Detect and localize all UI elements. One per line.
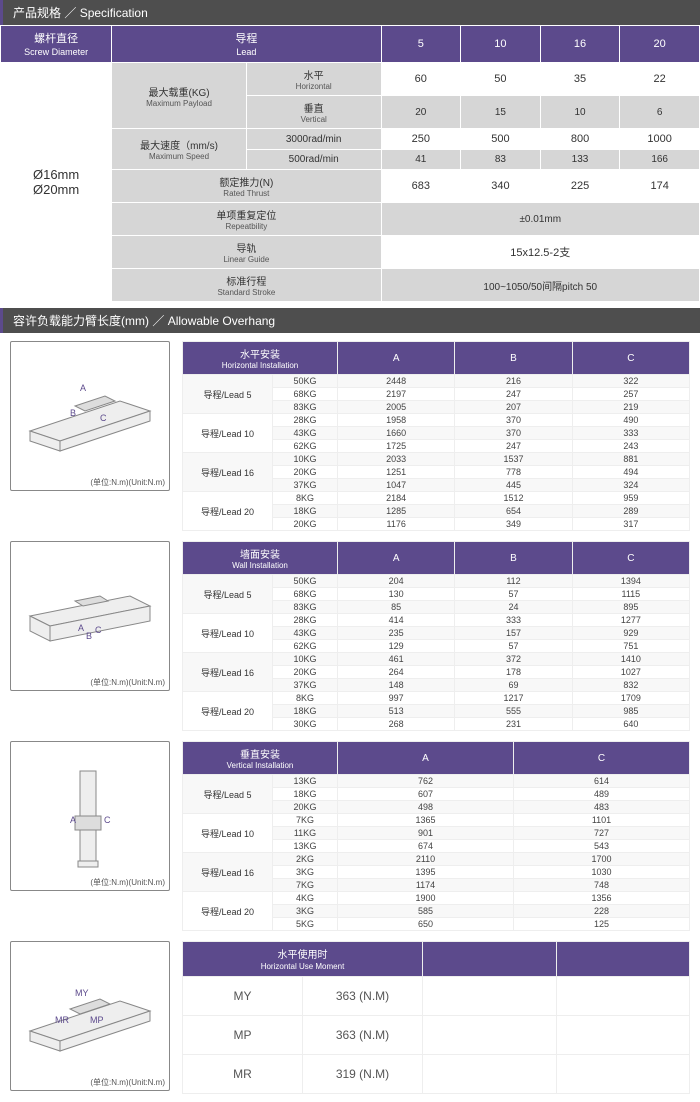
spec-lead-2: 16 bbox=[540, 26, 620, 63]
spec-header-en: Specification bbox=[80, 6, 148, 20]
diagram-moment: MY MR MP (单位:N.m)(Unit:N.m) bbox=[10, 941, 170, 1091]
spec-group-0: 最大载重(KG) Maximum Payload bbox=[112, 63, 247, 129]
spec-lead-1: 10 bbox=[461, 26, 541, 63]
lead-cell: 导程/Lead 5 bbox=[183, 775, 273, 814]
lead-cell: 导程/Lead 20 bbox=[183, 492, 273, 531]
svg-text:MR: MR bbox=[55, 1015, 69, 1025]
spec-lead-0: 5 bbox=[381, 26, 461, 63]
spec-stroke: 标准行程 Standard Stroke bbox=[112, 269, 381, 302]
oh-table-horizontal: 水平安装 Horizontal Installation A B C 导程/Le… bbox=[182, 341, 690, 531]
oh-table-vertical: 垂直安装 Vertical Installation A C 导程/Lead 5… bbox=[182, 741, 690, 931]
diagram-horizontal: A B C (单位:N.m)(Unit:N.m) bbox=[10, 341, 170, 491]
svg-text:C: C bbox=[104, 815, 111, 825]
overhang-header-en: Allowable Overhang bbox=[168, 314, 275, 328]
lead-cell: 导程/Lead 20 bbox=[183, 692, 273, 731]
spec-table: 螺杆直径 Screw Diameter 导程 Lead 5 10 16 20 Ø… bbox=[0, 25, 700, 302]
lead-cell: 导程/Lead 16 bbox=[183, 653, 273, 692]
svg-text:C: C bbox=[100, 413, 107, 423]
moment-table: 水平使用时 Horizontal Use Moment MY363 (N.M) … bbox=[182, 941, 690, 1094]
spec-section-header: 产品规格 ／ Specification bbox=[0, 0, 700, 25]
lead-cell: 导程/Lead 10 bbox=[183, 614, 273, 653]
spec-col-lead: 导程 Lead bbox=[112, 26, 381, 63]
oh1-body: 导程/Lead 550KG244821632268KG219724725783K… bbox=[183, 375, 690, 531]
spec-group-1: 最大速度（mm/s) Maximum Speed bbox=[112, 129, 247, 170]
spec-lead-3: 20 bbox=[620, 26, 700, 63]
spec-header-cn: 产品规格 bbox=[13, 6, 61, 20]
spec-vt-label: 垂直 Vertical bbox=[246, 96, 381, 129]
svg-text:B: B bbox=[70, 408, 76, 418]
lead-cell: 导程/Lead 10 bbox=[183, 414, 273, 453]
svg-text:C: C bbox=[95, 625, 102, 635]
lead-cell: 导程/Lead 16 bbox=[183, 853, 273, 892]
svg-text:A: A bbox=[70, 815, 76, 825]
svg-text:A: A bbox=[78, 623, 84, 633]
overhang-section-header: 容许负载能力臂长度(mm) ／ Allowable Overhang bbox=[0, 308, 700, 333]
spec-repeat: 单项重复定位 Repeatbility bbox=[112, 203, 381, 236]
diagram-vertical: A C (单位:N.m)(Unit:N.m) bbox=[10, 741, 170, 891]
svg-text:B: B bbox=[86, 631, 92, 641]
spec-thrust: 额定推力(N) Rated Thrust bbox=[112, 170, 381, 203]
overhang-header-cn: 容许负载能力臂长度(mm) bbox=[13, 314, 149, 328]
lead-cell: 导程/Lead 5 bbox=[183, 375, 273, 414]
spec-guide: 导轨 Linear Guide bbox=[112, 236, 381, 269]
oh-table-wall: 墙面安装 Wall Installation A B C 导程/Lead 550… bbox=[182, 541, 690, 731]
spec-col-screw: 螺杆直径 Screw Diameter bbox=[1, 26, 112, 63]
oh2-body: 导程/Lead 550KG204112139468KG13057111583KG… bbox=[183, 575, 690, 731]
lead-cell: 导程/Lead 20 bbox=[183, 892, 273, 931]
spec-screw-values: Ø16mm Ø20mm bbox=[1, 63, 112, 302]
lead-cell: 导程/Lead 10 bbox=[183, 814, 273, 853]
oh3-body: 导程/Lead 513KG76261418KG60748920KG498483导… bbox=[183, 775, 690, 931]
spec-hz-label: 水平 Horizontal bbox=[246, 63, 381, 96]
diagram-wall: A C B (单位:N.m)(Unit:N.m) bbox=[10, 541, 170, 691]
svg-text:MY: MY bbox=[75, 988, 89, 998]
lead-cell: 导程/Lead 16 bbox=[183, 453, 273, 492]
svg-text:MP: MP bbox=[90, 1015, 104, 1025]
lead-cell: 导程/Lead 5 bbox=[183, 575, 273, 614]
svg-text:A: A bbox=[80, 383, 86, 393]
